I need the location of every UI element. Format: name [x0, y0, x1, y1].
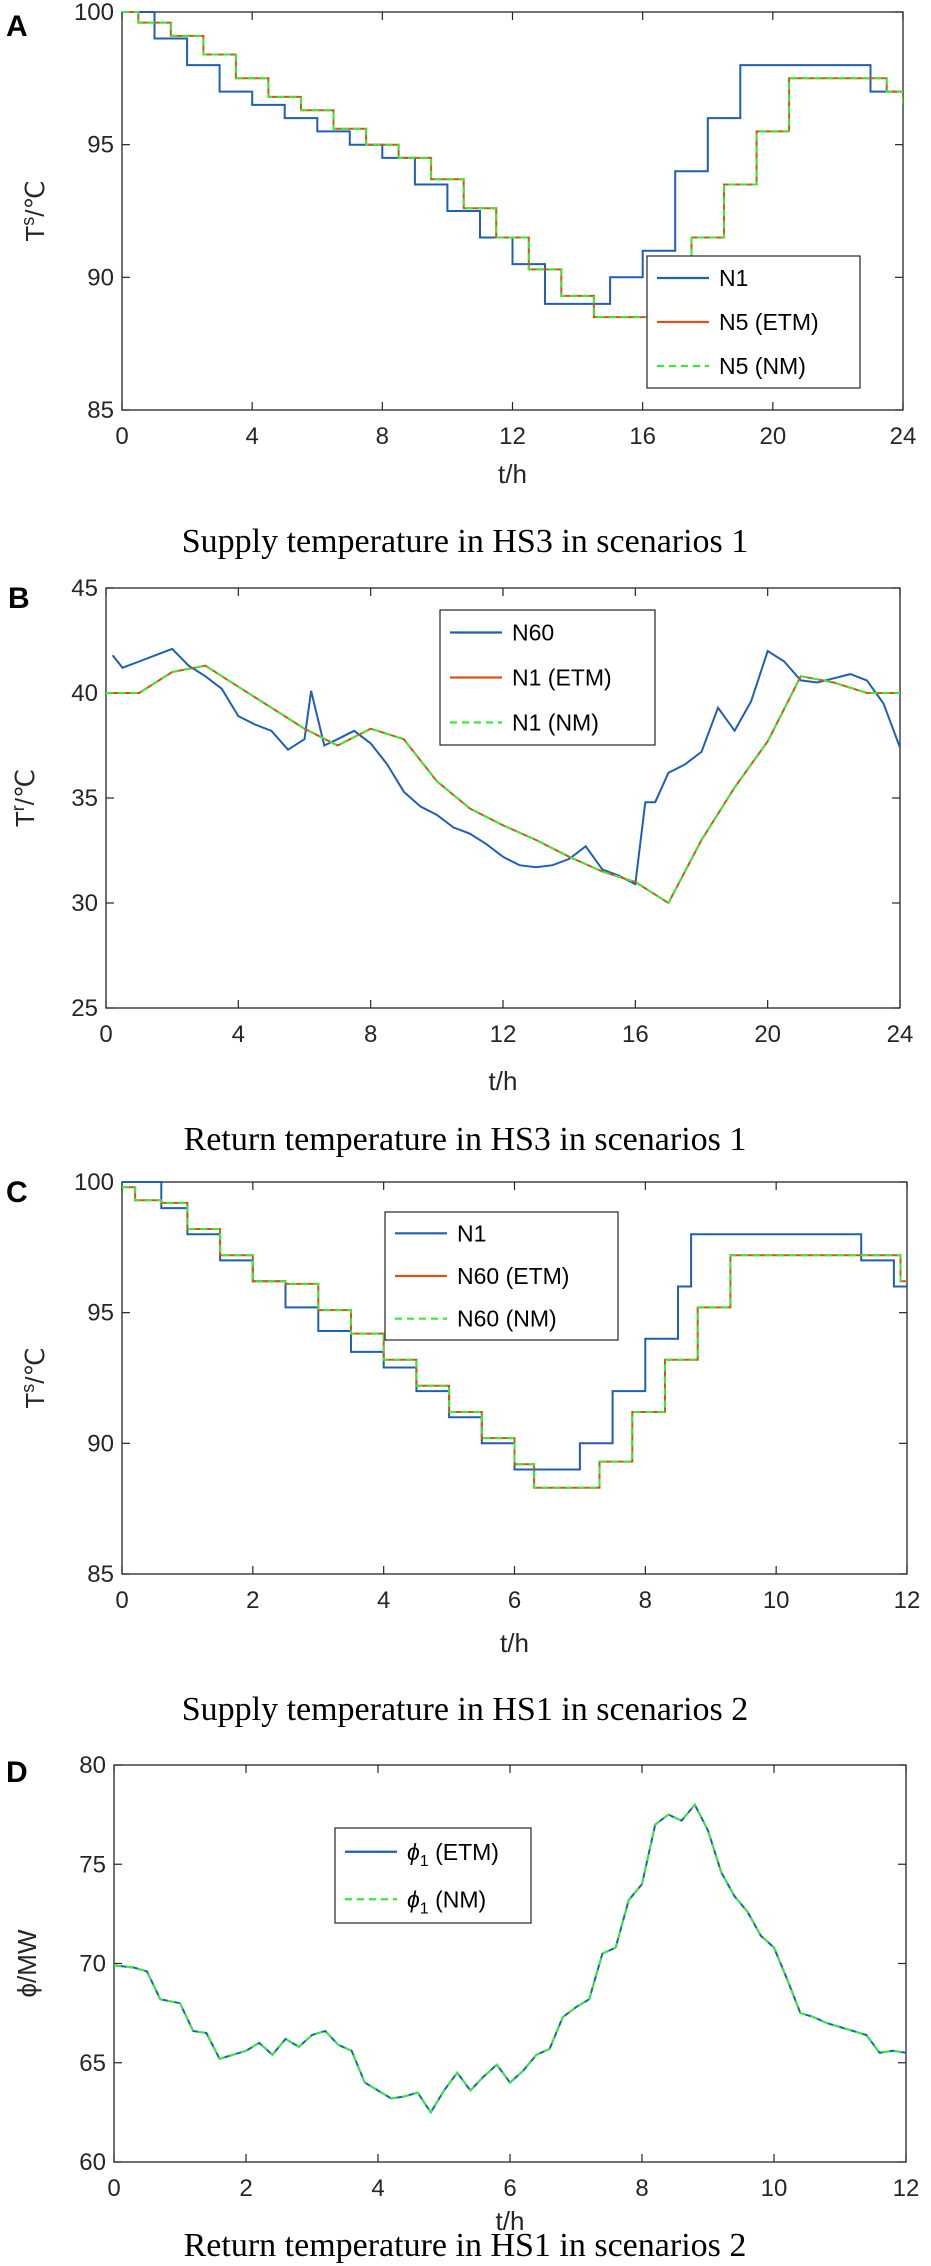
panel-letter: D [6, 1756, 28, 1789]
y-axis-label: Tr/℃ [8, 769, 40, 827]
x-tick-label: 20 [754, 1021, 781, 1048]
y-tick-label: 100 [74, 0, 114, 26]
y-tick-label: 100 [74, 1169, 114, 1196]
x-tick-label: 4 [377, 1587, 390, 1614]
x-tick-label: 6 [503, 2175, 516, 2202]
x-axis-label: t/h [500, 1628, 529, 1658]
legend-label: ϕ1 (ETM) [407, 1839, 499, 1870]
y-tick-label: 25 [71, 995, 98, 1022]
x-tick-label: 24 [890, 423, 917, 450]
x-tick-label: 4 [232, 1021, 245, 1048]
y-tick-label: 65 [79, 2050, 106, 2077]
y-tick-label: 85 [87, 1561, 114, 1588]
panel-d: D 0 2 4 6 8 10 12 60 65 70 75 80 t/h ϕ/MW ϕ1 (ETM) ϕ1 (N… [0, 1740, 931, 2266]
chart-c: C 0 2 4 6 8 10 12 85 90 95 100 t/h Ts/℃ N1 N60 (ETM) N60… [6, 1169, 921, 1728]
y-tick-label: 85 [87, 397, 114, 424]
legend-label: N1 (ETM) [512, 665, 612, 691]
x-tick-label: 8 [639, 1587, 652, 1614]
series-line-1 [122, 11, 903, 305]
x-tick-label: 12 [499, 423, 526, 450]
x-tick-label: 4 [245, 423, 258, 450]
x-tick-label: 12 [894, 1587, 921, 1614]
x-axis-label: t/h [498, 459, 527, 489]
figure-caption: Supply temperature in HS1 in scenarios 2 [182, 1691, 749, 1728]
panel-letter: A [6, 10, 28, 43]
x-tick-label: 4 [371, 2175, 384, 2202]
chart-b: B 0 4 8 12 16 20 24 25 30 35 40 45 t/h Tr/℃ N60 N1 (ETM)… [8, 575, 914, 1158]
panel-c: C 0 2 4 6 8 10 12 85 90 95 100 t/h Ts/℃ N1 N60 (ETM) N60… [0, 1160, 931, 1740]
x-tick-label: 8 [376, 423, 389, 450]
x-tick-label: 0 [107, 2175, 120, 2202]
x-tick-label: 8 [364, 1021, 377, 1048]
x-axis-label: t/h [496, 2206, 525, 2236]
x-tick-label: 8 [635, 2175, 648, 2202]
y-tick-label: 40 [71, 680, 98, 707]
x-tick-label: 10 [763, 1587, 790, 1614]
y-axis-label: Ts/℃ [18, 1347, 50, 1408]
y-tick-label: 45 [71, 575, 98, 602]
series-line-3 [106, 664, 900, 905]
x-tick-label: 2 [239, 2175, 252, 2202]
x-tick-label: 0 [115, 423, 128, 450]
y-tick-label: 90 [87, 264, 114, 291]
chart-d: D 0 2 4 6 8 10 12 60 65 70 75 80 t/h ϕ/MW ϕ1 (ETM) ϕ1 (N… [6, 1752, 920, 2264]
legend-label: N5 (NM) [719, 353, 806, 379]
series-line-3 [122, 11, 903, 319]
figure-caption: Return temperature in HS1 in scenarios 2 [184, 2227, 747, 2264]
x-tick-label: 12 [893, 2175, 920, 2202]
legend-label: N60 (NM) [457, 1306, 557, 1332]
legend-label: N1 [719, 265, 748, 291]
x-tick-label: 20 [759, 423, 786, 450]
series-line-1 [122, 1181, 907, 1471]
y-tick-label: 60 [79, 2149, 106, 2176]
x-tick-label: 16 [629, 423, 656, 450]
y-tick-label: 95 [87, 132, 114, 159]
series-line-2 [114, 1802, 906, 2115]
panel-letter: C [6, 1176, 28, 1209]
legend-label: ϕ1 (NM) [407, 1886, 486, 1917]
x-tick-label: 2 [246, 1587, 259, 1614]
x-tick-label: 12 [490, 1021, 517, 1048]
y-tick-label: 35 [71, 785, 98, 812]
figure-caption: Supply temperature in HS3 in scenarios 1 [182, 523, 749, 560]
panel-letter: B [8, 582, 30, 615]
x-tick-label: 24 [887, 1021, 914, 1048]
x-tick-label: 0 [99, 1021, 112, 1048]
plot-area [113, 1764, 907, 2163]
x-tick-label: 10 [761, 2175, 788, 2202]
panel-a: A 0 4 8 12 16 20 24 85 90 95 100 t/h Ts/℃ N1 N5 (ETM) N5… [0, 0, 931, 560]
series-line-3 [122, 1186, 907, 1489]
chart-a: A 0 4 8 12 16 20 24 85 90 95 100 t/h Ts/℃ N1 N5 (ETM) N5… [6, 0, 917, 560]
series-line-1 [111, 647, 900, 886]
figure-caption: Return temperature in HS3 in scenarios 1 [184, 1121, 747, 1158]
y-axis-label: ϕ/MW [12, 1929, 42, 1997]
legend-label: N60 [512, 620, 554, 646]
y-tick-label: 90 [87, 1430, 114, 1457]
legend-box [334, 1827, 532, 1924]
x-axis-label: t/h [489, 1066, 518, 1096]
y-tick-label: 95 [87, 1300, 114, 1327]
y-axis-label: Ts/℃ [18, 180, 50, 241]
legend-label: N60 (ETM) [457, 1263, 569, 1289]
x-tick-label: 6 [508, 1587, 521, 1614]
legend-label: N5 (ETM) [719, 309, 819, 335]
legend-label: N1 (NM) [512, 710, 599, 736]
panel-b: B 0 4 8 12 16 20 24 25 30 35 40 45 t/h Tr/℃ N60 N1 (ETM)… [0, 560, 931, 1160]
y-tick-label: 80 [79, 1752, 106, 1779]
y-tick-label: 30 [71, 890, 98, 917]
x-tick-label: 0 [115, 1587, 128, 1614]
y-tick-label: 75 [79, 1851, 106, 1878]
x-tick-label: 16 [622, 1021, 649, 1048]
y-tick-label: 70 [79, 1951, 106, 1978]
legend-label: N1 [457, 1220, 486, 1246]
